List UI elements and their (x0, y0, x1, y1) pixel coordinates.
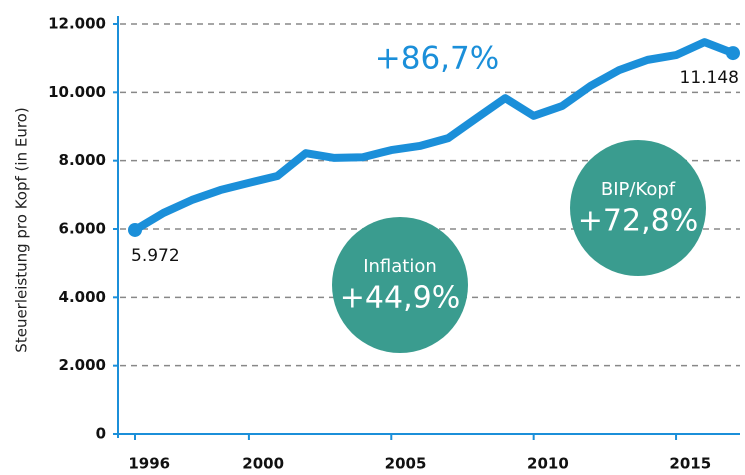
annotation-value: +44,9% (340, 281, 460, 316)
y-tick-label: 12.000 (48, 15, 106, 33)
x-tick-label: 2015 (669, 455, 711, 473)
y-tick-label: 4.000 (59, 288, 106, 306)
y-tick-label: 10.000 (48, 83, 106, 101)
y-tick-label: 6.000 (59, 220, 106, 238)
x-tick-label: 2005 (385, 455, 427, 473)
data-label: 11.148 (680, 68, 739, 88)
x-tick-label: 2000 (242, 455, 284, 473)
annotation-circle (332, 217, 468, 353)
data-point (726, 46, 740, 61)
annotation: +86,7% (375, 41, 499, 77)
data-point (128, 222, 142, 237)
data-label: 5.972 (131, 246, 180, 266)
annotation-label: Inflation (363, 256, 437, 277)
y-tick-label: 2.000 (59, 356, 106, 374)
annotation-label: BIP/Kopf (601, 179, 676, 200)
y-tick-label: 0 (96, 425, 106, 443)
x-tick-label: 1996 (128, 455, 170, 473)
annotation-value: +72,8% (578, 204, 698, 239)
data-line (132, 38, 735, 234)
y-axis-label: Steuerleistung pro Kopf (in Euro) (13, 107, 31, 352)
x-tick-label: 2010 (527, 455, 569, 473)
annotation-circle (570, 140, 706, 276)
y-tick-label: 8.000 (59, 151, 106, 169)
